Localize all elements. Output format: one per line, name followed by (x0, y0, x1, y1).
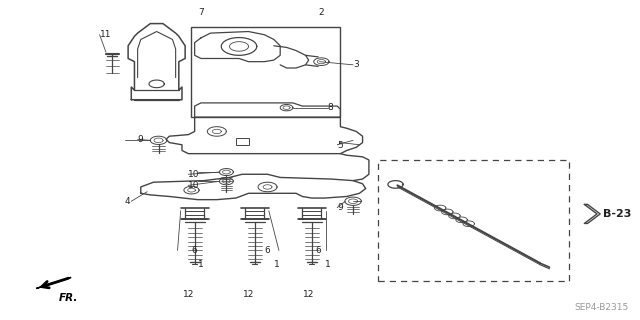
Polygon shape (36, 277, 71, 288)
Text: 3: 3 (353, 60, 359, 69)
Text: 10: 10 (188, 170, 200, 179)
Text: 1: 1 (198, 260, 204, 269)
Text: 6: 6 (191, 246, 197, 255)
Bar (191, 27, 340, 117)
Text: 8: 8 (328, 103, 333, 112)
Text: 12: 12 (182, 290, 194, 299)
Text: B-23: B-23 (604, 209, 632, 219)
Bar (236, 139, 248, 145)
Text: 7: 7 (198, 8, 204, 17)
Text: 12: 12 (243, 290, 254, 299)
Text: 4: 4 (125, 197, 131, 206)
Bar (378, 160, 568, 281)
Text: 1: 1 (274, 260, 280, 269)
Text: SEP4-B2315: SEP4-B2315 (575, 303, 628, 312)
Text: FR.: FR. (58, 292, 78, 303)
Text: 1: 1 (324, 260, 330, 269)
Text: 2: 2 (319, 8, 324, 17)
Text: 12: 12 (303, 290, 314, 299)
Text: 9: 9 (138, 135, 143, 144)
Text: 5: 5 (337, 141, 343, 150)
Text: 6: 6 (264, 246, 270, 255)
Text: 11: 11 (100, 30, 111, 39)
Text: 10: 10 (188, 181, 200, 190)
Text: 6: 6 (315, 246, 321, 255)
Text: 9: 9 (337, 203, 343, 212)
